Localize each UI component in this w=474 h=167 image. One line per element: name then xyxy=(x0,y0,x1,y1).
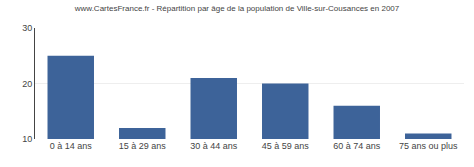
svg-text:20: 20 xyxy=(22,79,32,89)
svg-text:www.CartesFrance.fr - Répartit: www.CartesFrance.fr - Répartition par âg… xyxy=(74,4,400,13)
svg-text:75 ans ou plus: 75 ans ou plus xyxy=(399,141,458,151)
svg-text:30: 30 xyxy=(22,23,32,33)
svg-text:0 à 14 ans: 0 à 14 ans xyxy=(50,141,93,151)
svg-text:10: 10 xyxy=(22,134,32,144)
svg-text:45 à 59 ans: 45 à 59 ans xyxy=(262,141,310,151)
svg-text:60 à 74 ans: 60 à 74 ans xyxy=(333,141,381,151)
svg-text:15 à 29 ans: 15 à 29 ans xyxy=(119,141,167,151)
svg-text:30 à 44 ans: 30 à 44 ans xyxy=(190,141,238,151)
